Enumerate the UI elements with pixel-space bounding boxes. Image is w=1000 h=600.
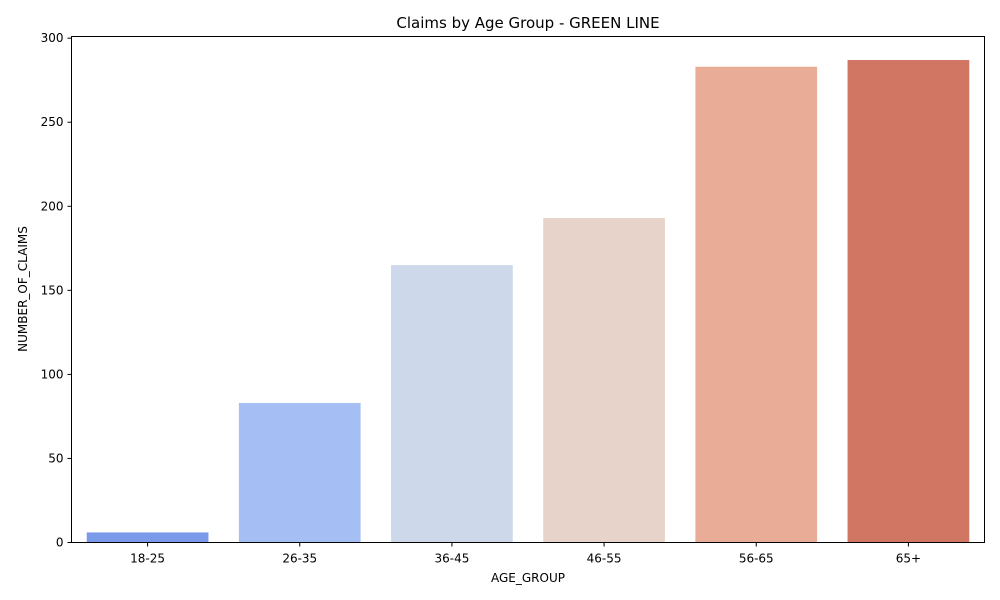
plot-frame [71, 36, 985, 543]
bar-56-65 [695, 66, 818, 543]
x-tick-label: 46-55 [587, 552, 622, 566]
y-tick-label: 50 [48, 451, 63, 465]
x-tick-label: 26-35 [282, 552, 317, 566]
y-tick-label: 300 [41, 31, 64, 45]
x-tick-label: 65+ [896, 552, 921, 566]
bar-18-25 [86, 532, 209, 543]
y-tick-label: 250 [41, 115, 64, 129]
bar-26-35 [238, 402, 361, 543]
x-tick-label: 36-45 [434, 552, 469, 566]
y-tick-label: 0 [56, 536, 64, 550]
bars-group [86, 60, 970, 543]
bar-65+ [847, 60, 970, 543]
x-axis-label: AGE_GROUP [491, 571, 565, 585]
x-tick-label: 18-25 [130, 552, 165, 566]
y-axis-label: NUMBER_OF_CLAIMS [16, 226, 30, 352]
chart-title: Claims by Age Group - GREEN LINE [396, 14, 659, 32]
x-tick-label: 56-65 [739, 552, 774, 566]
y-axis-ticks: 0 50 100 150 200 250 300 [41, 31, 72, 550]
y-tick-label: 150 [41, 283, 64, 297]
x-axis-ticks: 18-25 26-35 36-45 46-55 56-65 65+ [130, 542, 921, 566]
bar-36-45 [391, 265, 513, 543]
y-tick-label: 100 [41, 367, 64, 381]
y-tick-label: 200 [41, 199, 64, 213]
bar-46-55 [543, 218, 665, 543]
